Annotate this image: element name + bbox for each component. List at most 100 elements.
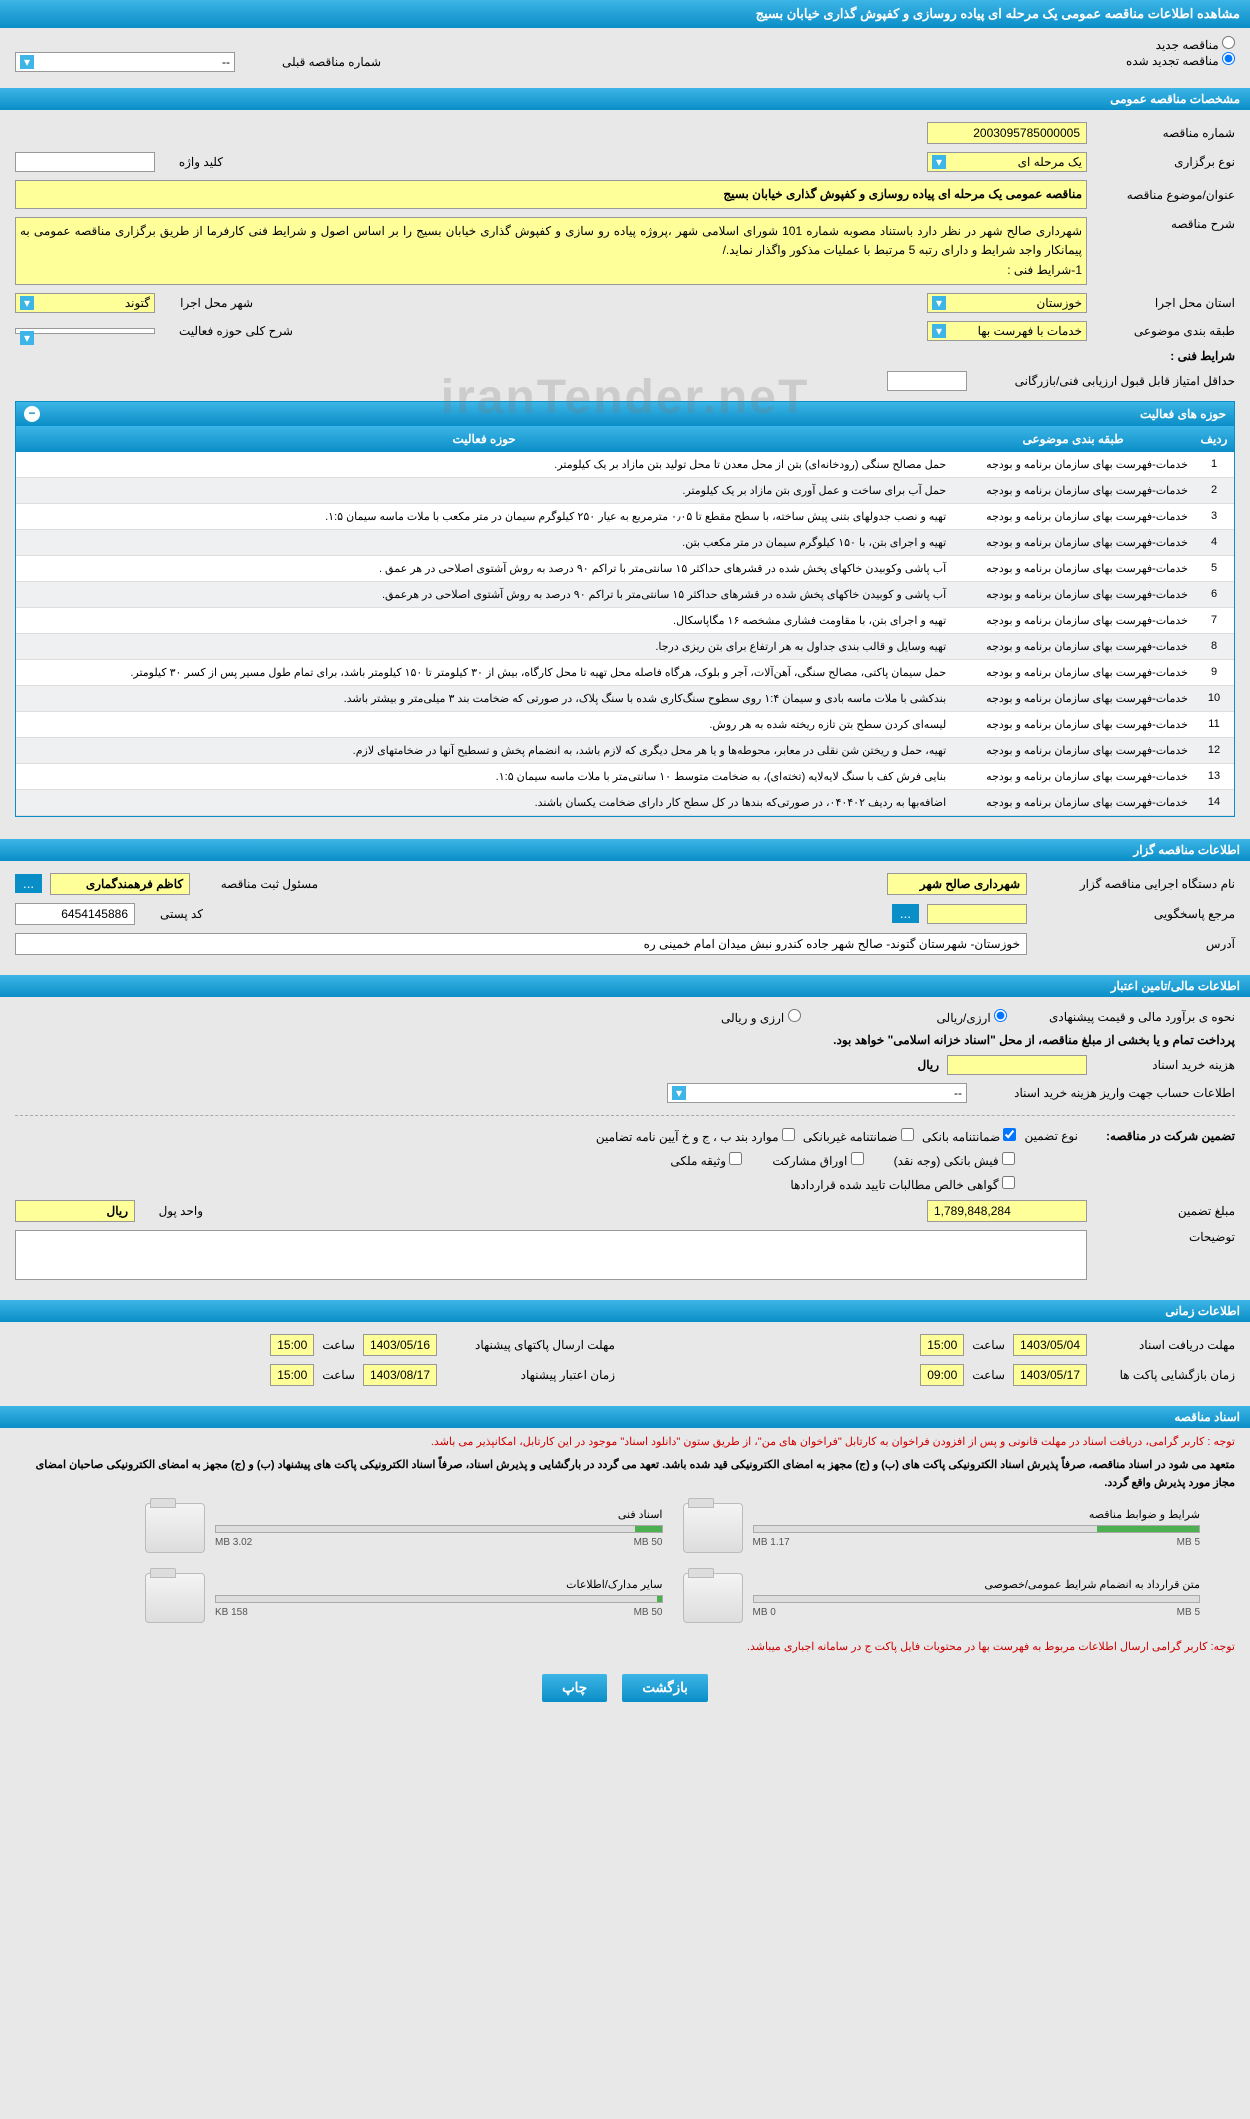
pkg-date: 1403/05/16 [363,1334,437,1356]
valid-label: زمان اعتبار پیشنهاد [445,1368,615,1382]
table-row: 3خدمات-فهرست بهای سازمان برنامه و بودجهت… [16,503,1234,529]
g5[interactable]: اوراق مشارکت [772,1152,863,1168]
section-fin: اطلاعات مالی/تامین اعتبار [0,975,1250,997]
table-row: 4خدمات-فهرست بهای سازمان برنامه و بودجهت… [16,529,1234,555]
resp-value [927,904,1027,924]
reg-label: مسئول ثبت مناقصه [198,877,318,891]
recv-date: 1403/05/04 [1013,1334,1087,1356]
open-time: 09:00 [920,1364,964,1386]
doc-cost-label: هزینه خرید اسناد [1095,1058,1235,1072]
province-label: استان محل اجرا [1095,296,1235,310]
valid-date: 1403/08/17 [363,1364,437,1386]
g1[interactable]: ضمانتنامه بانکی [922,1128,1017,1144]
keyword-label: کلید واژه [163,155,223,169]
col-scope: حوزه فعالیت [16,426,952,452]
open-date: 1403/05/17 [1013,1364,1087,1386]
print-button[interactable]: چاپ [542,1674,607,1702]
valid-time: 15:00 [270,1364,314,1386]
g4[interactable]: فیش بانکی (وجه نقد) [894,1152,1015,1168]
fin-opt2[interactable]: ارزی و ریالی [721,1009,801,1025]
city-select[interactable]: گتوند [15,293,155,313]
resp-label: مرجع پاسخگویی [1035,907,1235,921]
prev-tender-select[interactable]: -- [15,52,235,72]
radio-new[interactable]: مناقصه جدید [1156,38,1235,52]
desc-label: شرح مناقصه [1095,217,1235,231]
reg-more-button[interactable]: ... [15,874,42,893]
resp-more-button[interactable]: ... [892,904,919,923]
col-row: ردیف [1194,426,1234,452]
doc-item[interactable]: سایر مدارک/اطلاعات 50 MB158 KB [145,1573,663,1623]
folder-icon [145,1503,205,1553]
g7[interactable]: گواهی خالص مطالبات تایید شده قراردادها [790,1176,1015,1192]
min-score-label: حداقل امتیاز قابل قبول ارزیابی فنی/بازرگ… [975,374,1235,388]
table-row: 12خدمات-فهرست بهای سازمان برنامه و بودجه… [16,737,1234,763]
gamt-value: 1,789,848,284 [927,1200,1087,1222]
gunit-value: ریال [15,1200,135,1222]
scope-select[interactable] [15,328,155,334]
section-org: اطلاعات مناقصه گزار [0,839,1250,861]
docs-grid: شرایط و ضوابط مناقصه 5 MB1.17 MB اسناد ف… [0,1493,1250,1633]
cat-select[interactable]: خدمات با فهرست بها [927,321,1087,341]
doc-item[interactable]: شرایط و ضوابط مناقصه 5 MB1.17 MB [683,1503,1201,1553]
subject-label: عنوان/موضوع مناقصه [1095,188,1235,202]
desc-value: شهرداری صالح شهر در نظر دارد باستناد مصو… [15,217,1087,285]
docs-note1: توجه : کاربر گرامی، دریافت اسناد در مهلت… [0,1428,1250,1458]
province-select[interactable]: خوزستان [927,293,1087,313]
table-row: 14خدمات-فهرست بهای سازمان برنامه و بودجه… [16,789,1234,815]
org-name-label: نام دستگاه اجرایی مناقصه گزار [1035,877,1235,891]
section-docs: اسناد مناقصه [0,1406,1250,1428]
collapse-icon[interactable]: − [24,406,40,422]
table-row: 11خدمات-فهرست بهای سازمان برنامه و بودجه… [16,711,1234,737]
cat-label: طبقه بندی موضوعی [1095,324,1235,338]
table-row: 13خدمات-فهرست بهای سازمان برنامه و بودجه… [16,763,1234,789]
back-button[interactable]: بازگشت [622,1674,708,1702]
recv-label: مهلت دریافت اسناد [1095,1338,1235,1352]
open-label: زمان بازگشایی پاکت ها [1095,1368,1235,1382]
doc-cost-value [947,1055,1087,1075]
pkg-label: مهلت ارسال پاکتهای پیشنهاد [445,1338,615,1352]
guarantee-type-label: نوع تضمین [1024,1129,1077,1143]
table-row: 1خدمات-فهرست بهای سازمان برنامه و بودجهح… [16,452,1234,478]
g6[interactable]: وثیقه ملکی [670,1152,742,1168]
gunit-label: واحد پول [143,1204,203,1218]
guarantee-part-label: تضمین شرکت در مناقصه: [1106,1129,1235,1143]
activities-table-wrap: حوزه های فعالیت − ردیف طبقه بندی موضوعی … [15,401,1235,817]
type-select[interactable]: یک مرحله ای [927,152,1087,172]
docs-note2: متعهد می شود در اسناد مناقصه، صرفاً پذیر… [0,1457,1250,1492]
tech-cond-label: شرایط فنی : [1095,349,1235,363]
est-label: نحوه ی برآورد مالی و قیمت پیشنهادی [1015,1010,1235,1024]
gnotes-label: توضیحات [1095,1230,1235,1244]
pkg-time: 15:00 [270,1334,314,1356]
keyword-input[interactable] [15,152,155,172]
tender-mode-radios: مناقصه جدید مناقصه تجدید شده شماره مناقص… [0,28,1250,80]
g3[interactable]: موارد بند ب ، ج و خ آیین نامه تضامین [596,1128,795,1144]
table-row: 6خدمات-فهرست بهای سازمان برنامه و بودجهآ… [16,581,1234,607]
activities-title: حوزه های فعالیت [1140,407,1226,421]
radio-renew[interactable]: مناقصه تجدید شده [1126,54,1235,68]
doc-item[interactable]: اسناد فنی 50 MB3.02 MB [145,1503,663,1553]
post-label: کد پستی [143,907,203,921]
fin-opt1[interactable]: ارزی/ریالی [937,1009,1007,1025]
acct-select[interactable]: -- [667,1083,967,1103]
org-name-value: شهرداری صالح شهر [887,873,1027,895]
gnotes-value[interactable] [15,1230,1087,1280]
section-general: مشخصات مناقصه عمومی [0,88,1250,110]
acct-label: اطلاعات حساب جهت واریز هزینه خرید اسناد [975,1086,1235,1100]
h2: ساعت [322,1338,355,1352]
activities-table: ردیف طبقه بندی موضوعی حوزه فعالیت 1خدمات… [16,426,1234,816]
doc-item[interactable]: متن قرارداد به انضمام شرایط عمومی/خصوصی … [683,1573,1201,1623]
table-row: 7خدمات-فهرست بهای سازمان برنامه و بودجهت… [16,607,1234,633]
min-score-input[interactable] [887,371,967,391]
tender-num-value: 2003095785000005 [927,122,1087,144]
gamt-label: مبلغ تضمین [1095,1204,1235,1218]
folder-icon [683,1503,743,1553]
addr-label: آدرس [1035,937,1235,951]
h3: ساعت [972,1368,1005,1382]
table-row: 9خدمات-فهرست بهای سازمان برنامه و بودجهح… [16,659,1234,685]
section-time: اطلاعات زمانی [0,1300,1250,1322]
g2[interactable]: ضمانتنامه غیربانکی [803,1128,914,1144]
addr-value: خوزستان- شهرستان گتوند- صالح شهر جاده کن… [15,933,1027,955]
table-row: 5خدمات-فهرست بهای سازمان برنامه و بودجهآ… [16,555,1234,581]
table-row: 2خدمات-فهرست بهای سازمان برنامه و بودجهح… [16,477,1234,503]
docs-note3: توجه: کاربر گرامی ارسال اطلاعات مربوط به… [0,1633,1250,1663]
